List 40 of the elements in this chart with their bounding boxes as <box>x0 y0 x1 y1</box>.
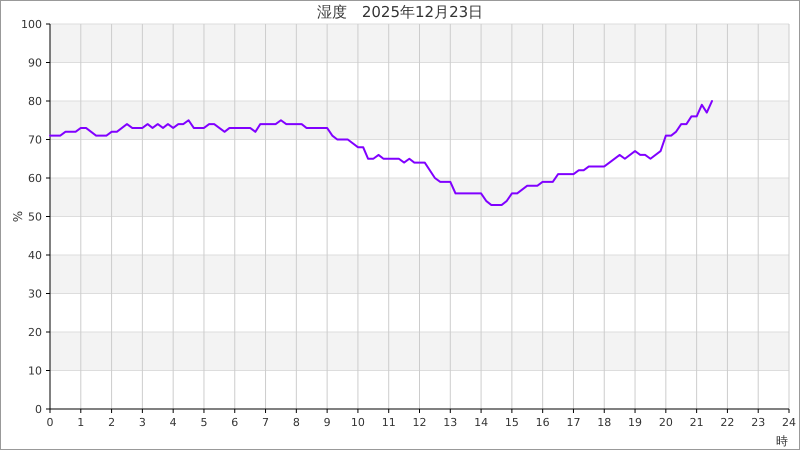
x-tick-label: 2 <box>108 416 116 429</box>
x-tick-label: 11 <box>382 416 396 429</box>
x-tick-label: 16 <box>536 416 550 429</box>
y-tick-label: 0 <box>35 402 42 416</box>
x-tick-label: 21 <box>690 416 704 429</box>
x-tick-label: 4 <box>170 416 177 429</box>
x-axis-title: 時 <box>776 434 788 448</box>
y-tick-label: 90 <box>28 56 42 70</box>
y-tick-label: 50 <box>28 210 42 224</box>
x-tick-label: 1 <box>77 416 84 429</box>
x-tick-label: 18 <box>597 416 612 429</box>
line-series <box>49 100 714 206</box>
x-tick-label: 15 <box>504 416 519 429</box>
x-tick-label: 0 <box>46 416 54 429</box>
x-tick-label: 12 <box>412 416 426 429</box>
y-tick-label: 70 <box>28 133 42 146</box>
x-tick-label: 22 <box>720 416 734 429</box>
chart-title: 湿度 2025年12月23日 <box>316 3 484 21</box>
x-tick-label: 17 <box>566 416 580 429</box>
x-tick-label: 3 <box>138 416 146 429</box>
y-tick-label: 100 <box>21 18 42 31</box>
x-tick-label: 10 <box>350 416 365 429</box>
x-tick-label: 24 <box>782 416 796 429</box>
y-tick-label: 30 <box>28 287 42 300</box>
x-tick-label: 19 <box>628 416 642 429</box>
x-tick-label: 23 <box>751 416 766 429</box>
y-tick-label: 80 <box>28 94 42 108</box>
x-tick-label: 7 <box>262 416 270 429</box>
y-tick-label: 40 <box>28 248 42 262</box>
y-axis-title: % <box>11 210 25 222</box>
y-tick-label: 20 <box>28 326 42 339</box>
y-tick-label: 10 <box>28 364 42 378</box>
x-tick-label: 5 <box>200 416 208 429</box>
y-tick-label: 60 <box>28 172 42 185</box>
x-tick-label: 20 <box>658 416 673 429</box>
x-tick-label: 9 <box>324 416 331 429</box>
x-tick-label: 14 <box>474 416 488 429</box>
x-tick-label: 6 <box>231 416 238 429</box>
x-tick-label: 8 <box>292 416 300 429</box>
x-tick-label: 13 <box>443 416 458 429</box>
